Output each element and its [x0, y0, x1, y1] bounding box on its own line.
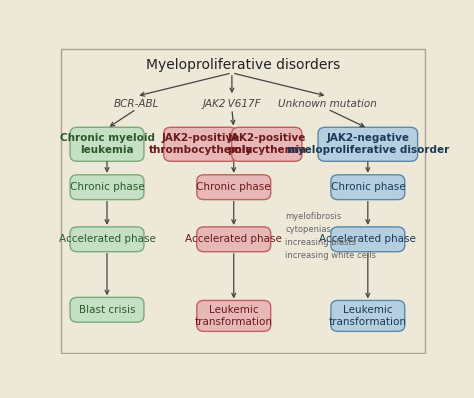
Text: Leukemic
transformation: Leukemic transformation: [195, 305, 273, 327]
Text: Chronic myeloid
leukemia: Chronic myeloid leukemia: [60, 133, 155, 155]
Text: myelofibrosis
cytopenias
increasing blasts
increasing white cells: myelofibrosis cytopenias increasing blas…: [285, 213, 376, 260]
Text: Unknown mutation: Unknown mutation: [278, 100, 377, 109]
Text: JAK2-positive
thrombocythemia: JAK2-positive thrombocythemia: [148, 133, 253, 155]
Text: Leukemic
transformation: Leukemic transformation: [329, 305, 407, 327]
Text: Chronic phase: Chronic phase: [70, 182, 144, 192]
FancyBboxPatch shape: [197, 300, 271, 332]
Text: Chronic phase: Chronic phase: [330, 182, 405, 192]
FancyBboxPatch shape: [70, 227, 144, 252]
Text: Blast crisis: Blast crisis: [79, 305, 135, 315]
Text: Myeloproliferative disorders: Myeloproliferative disorders: [146, 58, 340, 72]
FancyBboxPatch shape: [197, 227, 271, 252]
FancyBboxPatch shape: [232, 127, 302, 161]
Text: Accelerated phase: Accelerated phase: [185, 234, 282, 244]
FancyBboxPatch shape: [197, 175, 271, 200]
FancyBboxPatch shape: [331, 227, 405, 252]
FancyBboxPatch shape: [164, 127, 237, 161]
FancyBboxPatch shape: [318, 127, 418, 161]
FancyBboxPatch shape: [331, 175, 405, 200]
Text: Chronic phase: Chronic phase: [196, 182, 271, 192]
FancyBboxPatch shape: [70, 127, 144, 161]
Text: Accelerated phase: Accelerated phase: [59, 234, 155, 244]
Text: JAK2 V617F: JAK2 V617F: [202, 100, 261, 109]
FancyBboxPatch shape: [70, 175, 144, 200]
Text: JAK2-positive
polycythemia: JAK2-positive polycythemia: [227, 133, 306, 155]
FancyBboxPatch shape: [70, 297, 144, 322]
Text: Accelerated phase: Accelerated phase: [319, 234, 416, 244]
Text: JAK2-negative
myeloproliferative disorder: JAK2-negative myeloproliferative disorde…: [287, 133, 449, 155]
Text: BCR-ABL: BCR-ABL: [114, 100, 159, 109]
FancyBboxPatch shape: [331, 300, 405, 332]
